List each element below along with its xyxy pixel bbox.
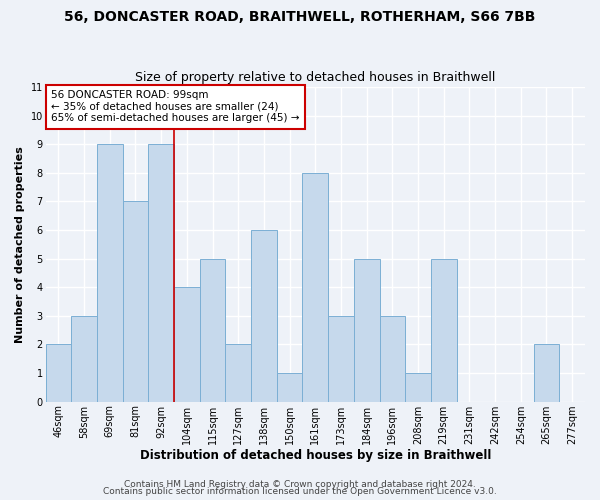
X-axis label: Distribution of detached houses by size in Braithwell: Distribution of detached houses by size … xyxy=(140,450,491,462)
Text: Contains HM Land Registry data © Crown copyright and database right 2024.: Contains HM Land Registry data © Crown c… xyxy=(124,480,476,489)
Title: Size of property relative to detached houses in Braithwell: Size of property relative to detached ho… xyxy=(135,72,496,85)
Bar xyxy=(328,316,354,402)
Bar xyxy=(533,344,559,402)
Bar xyxy=(226,344,251,402)
Bar xyxy=(277,373,302,402)
Bar xyxy=(71,316,97,402)
Bar xyxy=(97,144,122,402)
Bar xyxy=(251,230,277,402)
Text: Contains public sector information licensed under the Open Government Licence v3: Contains public sector information licen… xyxy=(103,487,497,496)
Bar xyxy=(431,258,457,402)
Bar xyxy=(174,288,200,402)
Bar xyxy=(200,258,226,402)
Bar xyxy=(302,173,328,402)
Text: 56 DONCASTER ROAD: 99sqm
← 35% of detached houses are smaller (24)
65% of semi-d: 56 DONCASTER ROAD: 99sqm ← 35% of detach… xyxy=(51,90,299,124)
Bar xyxy=(380,316,405,402)
Bar xyxy=(354,258,380,402)
Bar xyxy=(46,344,71,402)
Text: 56, DONCASTER ROAD, BRAITHWELL, ROTHERHAM, S66 7BB: 56, DONCASTER ROAD, BRAITHWELL, ROTHERHA… xyxy=(64,10,536,24)
Bar xyxy=(148,144,174,402)
Bar xyxy=(405,373,431,402)
Bar xyxy=(122,202,148,402)
Y-axis label: Number of detached properties: Number of detached properties xyxy=(15,146,25,342)
